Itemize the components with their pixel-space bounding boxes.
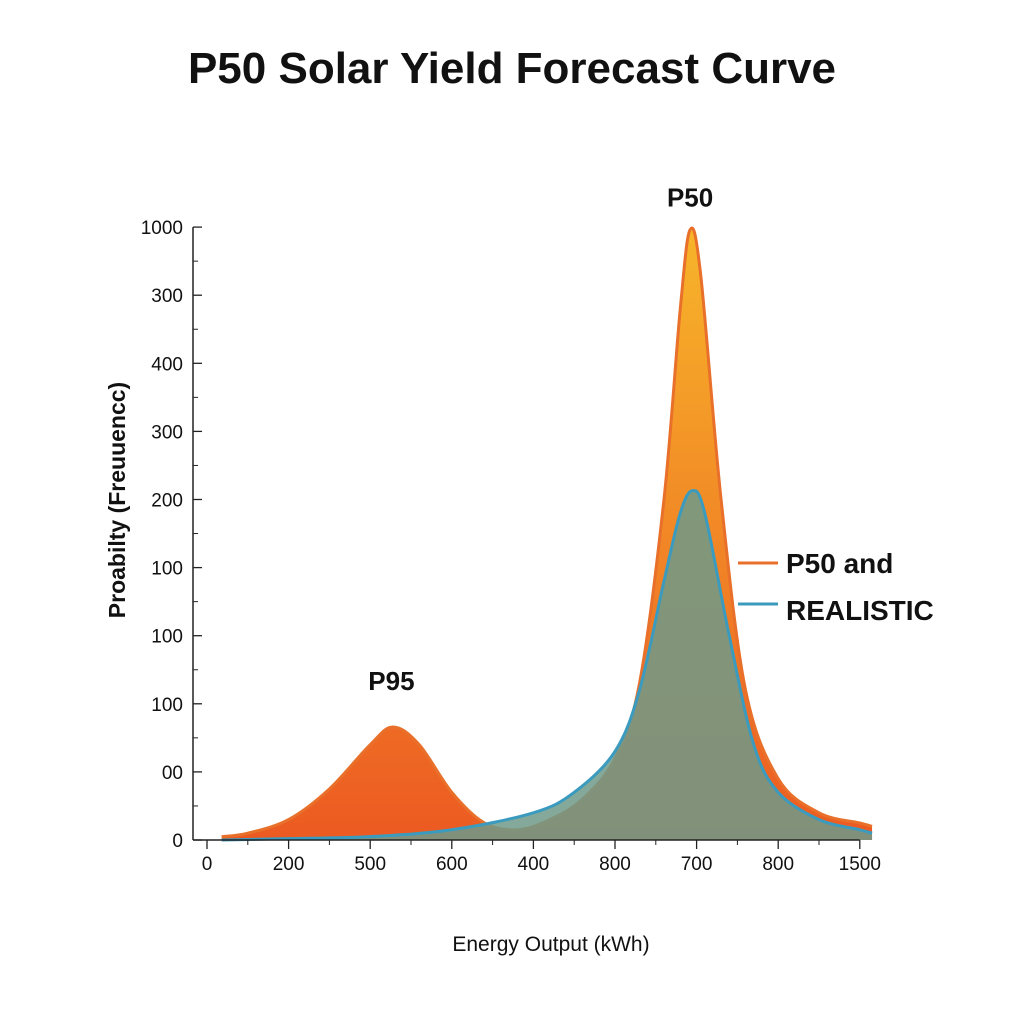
y-tick-label: 100 — [151, 627, 183, 648]
y-tick-label: 100 — [151, 695, 183, 716]
x-axis-title: Energy Output (kWh) — [452, 933, 649, 956]
annotation-p50: P50 — [667, 183, 713, 213]
y-axis-title: Proabilty (Freuuencc) — [104, 382, 130, 618]
y-tick-label: 100 — [151, 559, 183, 580]
x-tick-label: 1500 — [839, 854, 881, 875]
series-area-1 — [221, 490, 873, 840]
x-tick-label: 600 — [436, 854, 468, 875]
y-tick-label: 200 — [151, 491, 183, 512]
x-tick-label: 0 — [202, 854, 213, 875]
legend-label-p50: P50 and — [786, 548, 893, 579]
annotation-p95: P95 — [368, 666, 414, 696]
x-tick-label: 200 — [273, 854, 305, 875]
x-tick-label: 800 — [762, 854, 794, 875]
series-line-1 — [221, 489, 873, 842]
y-tick-label: 300 — [151, 422, 183, 443]
x-tick-label: 800 — [599, 854, 631, 875]
series-area-0 — [221, 228, 873, 840]
y-tick-label: 0 — [172, 831, 183, 852]
x-tick-label: 500 — [354, 854, 386, 875]
x-tick-label: 700 — [681, 854, 713, 875]
y-tick-label: 1000 — [141, 218, 183, 239]
legend-label-realistic: REALISTIC — [786, 595, 934, 626]
x-tick-label: 400 — [518, 854, 550, 875]
chart-title: P50 Solar Yield Forecast Curve — [187, 44, 837, 93]
legend: P50 and REALISTIC — [738, 548, 934, 626]
series-line-0 — [221, 226, 873, 839]
y-tick-label: 300 — [151, 286, 183, 307]
y-tick-label: 00 — [162, 763, 183, 784]
y-tick-label: 400 — [151, 354, 183, 375]
